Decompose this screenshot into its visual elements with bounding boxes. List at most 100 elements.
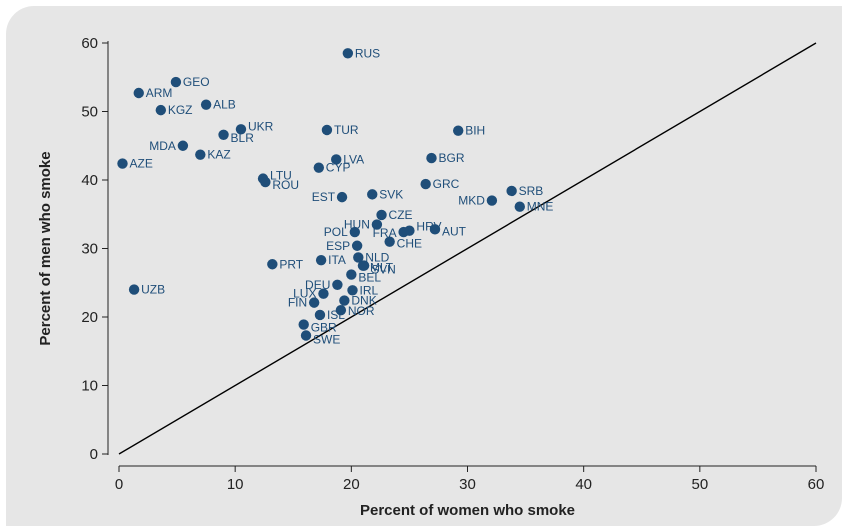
data-point-pol <box>349 226 361 238</box>
x-tick-label: 40 <box>575 476 592 493</box>
data-point-prt <box>267 259 278 270</box>
point-label-svk: SVK <box>379 187 403 201</box>
data-point-bih <box>453 125 464 136</box>
x-tick-label: 0 <box>115 476 123 493</box>
data-point-est <box>336 191 348 203</box>
data-point-labels: RUS GEO ARM ALB KGZ UKR TUR BIH BLR MDA KAZ LVA BGR A… <box>129 46 553 346</box>
point-label-bih: BIH <box>465 124 485 138</box>
point-label-ukr: UKR <box>248 119 274 133</box>
data-point-lva <box>331 154 342 165</box>
data-point-aze <box>117 158 128 169</box>
x-tick-label: 30 <box>459 476 476 493</box>
point-label-dnk: DNK <box>351 294 376 308</box>
point-label-isl: ISL <box>327 308 345 322</box>
data-point-mne <box>514 201 525 212</box>
data-point-ukr <box>235 124 247 135</box>
data-point-fra <box>398 226 409 238</box>
y-tick-label: 0 <box>90 446 98 463</box>
x-tick-label: 50 <box>691 476 708 493</box>
point-label-mlt: MLT <box>370 261 394 275</box>
data-point-isl <box>314 309 326 321</box>
data-point-irl <box>347 285 358 296</box>
y-tick-label: 60 <box>81 35 98 52</box>
data-point-dnk <box>339 295 350 306</box>
data-point-bel <box>346 269 357 280</box>
point-label-blr: BLR <box>231 131 255 145</box>
data-point-bgr <box>426 152 437 164</box>
data-point-geo <box>170 76 182 88</box>
point-label-kaz: KAZ <box>207 148 230 162</box>
point-label-che: CHE <box>397 237 422 251</box>
point-label-swe: SWE <box>313 332 340 346</box>
data-point-uzb <box>128 284 140 295</box>
data-point-fin <box>308 297 320 308</box>
data-point-esp <box>351 240 363 251</box>
point-label-grc: GRC <box>433 177 460 191</box>
y-tick-label: 10 <box>81 378 98 395</box>
data-point-svn <box>358 260 370 271</box>
point-label-kgz: KGZ <box>168 103 193 117</box>
data-point-lux <box>318 288 329 299</box>
reference-line-45deg <box>118 42 817 455</box>
data-point-alb <box>200 99 212 110</box>
point-label-nld: NLD <box>365 250 389 264</box>
point-label-aze: AZE <box>129 157 152 171</box>
point-label-ltu: LTU <box>270 169 292 183</box>
point-label-tur: TUR <box>334 123 359 137</box>
y-axis-title: Percent of men who smoke <box>37 151 54 345</box>
point-label-hun: HUN <box>344 218 370 232</box>
y-tick-label: 20 <box>81 309 98 326</box>
point-label-gbr: GBR <box>311 321 337 335</box>
data-point-cze <box>376 209 387 221</box>
point-label-prt: PRT <box>279 257 303 271</box>
point-label-arm: ARM <box>146 86 173 100</box>
point-label-ita: ITA <box>328 253 346 267</box>
point-label-bel: BEL <box>358 271 381 285</box>
data-point-grc <box>420 178 431 190</box>
point-label-esp: ESP <box>326 239 350 253</box>
data-point-ita <box>315 254 327 266</box>
data-point-cyp <box>313 162 325 173</box>
data-point-nld <box>353 252 364 263</box>
data-point-nor <box>335 304 347 316</box>
data-point-kgz <box>155 104 167 116</box>
x-tick-label: 60 <box>808 476 825 493</box>
point-label-nor: NOR <box>348 304 375 318</box>
point-label-bgr: BGR <box>438 151 464 165</box>
point-label-aut: AUT <box>442 224 467 238</box>
y-tick-label: 40 <box>81 172 98 189</box>
point-label-cyp: CYP <box>326 161 351 175</box>
data-point-blr <box>218 129 229 140</box>
point-label-rus: RUS <box>355 46 380 60</box>
data-point-gbr <box>298 319 309 330</box>
data-point-arm <box>133 87 144 99</box>
data-point-hun <box>371 219 383 230</box>
point-label-svn: SVN <box>371 263 396 277</box>
chart-background <box>6 6 842 526</box>
point-label-deu: DEU <box>305 278 330 292</box>
point-label-fra: FRA <box>373 226 397 240</box>
y-tick-label: 50 <box>81 104 98 121</box>
x-tick-label: 20 <box>343 476 360 493</box>
x-axis-title: Percent of women who smoke <box>360 502 575 519</box>
data-point-tur <box>321 124 333 136</box>
point-label-pol: POL <box>324 225 348 239</box>
data-point-svk <box>367 189 378 200</box>
data-point-rou <box>260 176 271 188</box>
point-label-mne: MNE <box>527 200 554 214</box>
point-label-hrv: HRV <box>416 220 441 234</box>
data-point-rus <box>342 48 354 59</box>
point-label-uzb: UZB <box>141 283 165 297</box>
point-label-mkd: MKD <box>458 194 485 208</box>
data-point-mkd <box>486 195 498 206</box>
data-point-mda <box>177 140 189 151</box>
data-point-aut <box>429 224 441 235</box>
point-label-srb: SRB <box>519 184 544 198</box>
data-point-srb <box>506 185 517 197</box>
data-point-swe <box>300 330 312 341</box>
axes: 0 10 20 30 40 50 60 0 10 20 30 40 50 60 <box>81 35 824 493</box>
point-label-irl: IRL <box>359 283 378 297</box>
data-point-che <box>384 236 395 247</box>
point-label-est: EST <box>312 190 336 204</box>
